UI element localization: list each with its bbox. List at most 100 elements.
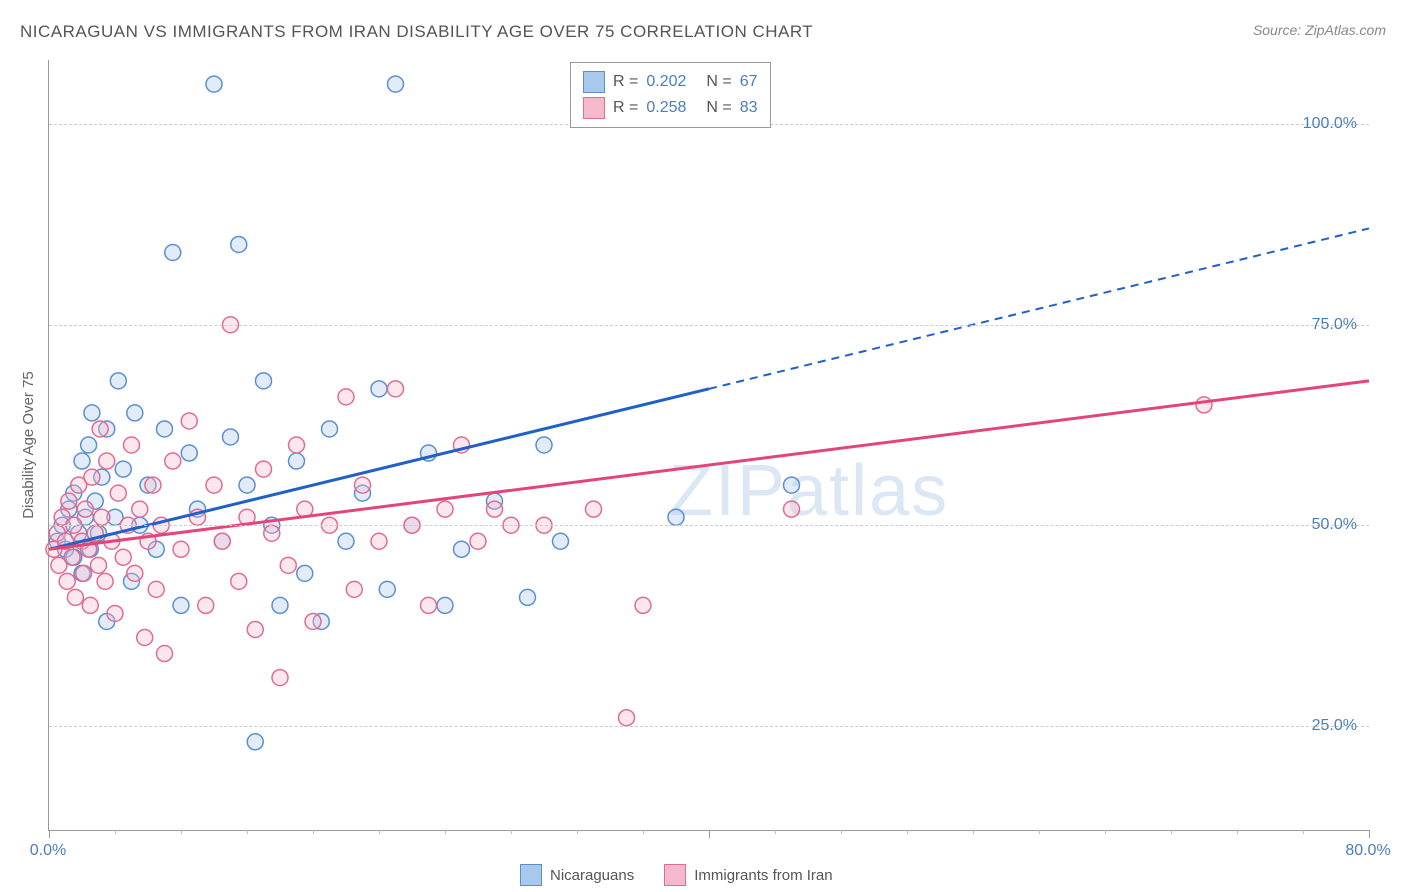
scatter-point <box>388 76 404 92</box>
legend-r-label: R = <box>613 99 638 117</box>
scatter-point <box>289 453 305 469</box>
scatter-point <box>157 646 173 662</box>
legend-r-value: 0.258 <box>646 99 686 117</box>
scatter-point <box>173 541 189 557</box>
scatter-point <box>487 501 503 517</box>
scatter-point <box>81 437 97 453</box>
legend-swatch-icon <box>583 97 605 119</box>
scatter-point <box>371 381 387 397</box>
scatter-point <box>272 597 288 613</box>
legend-r-label: R = <box>613 73 638 91</box>
scatter-point <box>110 373 126 389</box>
scatter-point <box>784 501 800 517</box>
scatter-point <box>137 630 153 646</box>
scatter-point <box>206 76 222 92</box>
scatter-point <box>520 589 536 605</box>
scatter-point <box>148 581 164 597</box>
legend-n-value: 67 <box>740 73 758 91</box>
scatter-point <box>127 405 143 421</box>
scatter-point <box>231 573 247 589</box>
scatter-point <box>61 493 77 509</box>
legend-label: Nicaraguans <box>550 867 634 884</box>
scatter-point <box>454 541 470 557</box>
scatter-point <box>247 734 263 750</box>
scatter-point <box>76 565 92 581</box>
y-axis-label: Disability Age Over 75 <box>20 371 37 519</box>
scatter-point <box>338 389 354 405</box>
scatter-point <box>586 501 602 517</box>
scatter-point <box>379 581 395 597</box>
legend-top: R = 0.202 N = 67 R = 0.258 N = 83 <box>570 62 771 128</box>
scatter-point <box>206 477 222 493</box>
y-tick-label: 75.0% <box>1312 316 1357 334</box>
scatter-point <box>256 461 272 477</box>
scatter-point <box>84 469 100 485</box>
scatter-point <box>59 573 75 589</box>
scatter-point <box>239 477 255 493</box>
scatter-point <box>297 565 313 581</box>
scatter-point <box>247 621 263 637</box>
scatter-point <box>115 461 131 477</box>
legend-n-label: N = <box>706 99 731 117</box>
legend-swatch-icon <box>520 864 542 886</box>
trend-line <box>49 381 1369 549</box>
scatter-point <box>264 525 280 541</box>
legend-bottom-item: Immigrants from Iran <box>664 864 832 886</box>
scatter-point <box>346 581 362 597</box>
legend-r-value: 0.202 <box>646 73 686 91</box>
scatter-point <box>165 245 181 261</box>
scatter-point <box>173 597 189 613</box>
scatter-point <box>181 445 197 461</box>
scatter-point <box>437 501 453 517</box>
legend-bottom-item: Nicaraguans <box>520 864 634 886</box>
scatter-point <box>74 453 90 469</box>
scatter-point <box>92 421 108 437</box>
legend-top-row: R = 0.202 N = 67 <box>583 69 758 95</box>
trend-line-dashed <box>709 228 1369 388</box>
scatter-point <box>223 429 239 445</box>
scatter-point <box>157 421 173 437</box>
scatter-point <box>84 405 100 421</box>
scatter-point <box>91 557 107 573</box>
legend-swatch-icon <box>583 71 605 93</box>
source-label: Source: ZipAtlas.com <box>1253 22 1386 38</box>
scatter-point <box>165 453 181 469</box>
scatter-point <box>99 453 115 469</box>
scatter-point <box>421 597 437 613</box>
scatter-point <box>553 533 569 549</box>
legend-swatch-icon <box>664 864 686 886</box>
scatter-point <box>619 710 635 726</box>
legend-top-row: R = 0.258 N = 83 <box>583 95 758 121</box>
scatter-point <box>437 597 453 613</box>
scatter-point <box>784 477 800 493</box>
scatter-point <box>470 533 486 549</box>
scatter-point <box>132 501 148 517</box>
scatter-point <box>280 557 296 573</box>
scatter-point <box>536 437 552 453</box>
scatter-point <box>355 477 371 493</box>
scatter-point <box>256 373 272 389</box>
legend-n-label: N = <box>706 73 731 91</box>
scatter-point <box>181 413 197 429</box>
chart-plot-area: ZIPatlas 25.0%50.0%75.0%100.0% <box>48 60 1369 831</box>
scatter-point <box>67 589 83 605</box>
legend-label: Immigrants from Iran <box>694 867 832 884</box>
scatter-point <box>198 597 214 613</box>
y-tick-label: 50.0% <box>1312 516 1357 534</box>
scatter-point <box>272 670 288 686</box>
scatter-point <box>338 533 354 549</box>
scatter-point <box>82 597 98 613</box>
scatter-plot-svg <box>49 60 1369 830</box>
x-tick-label: 0.0% <box>30 842 66 860</box>
scatter-point <box>107 605 123 621</box>
scatter-point <box>94 509 110 525</box>
scatter-point <box>371 533 387 549</box>
scatter-point <box>289 437 305 453</box>
scatter-point <box>322 421 338 437</box>
chart-title: NICARAGUAN VS IMMIGRANTS FROM IRAN DISAB… <box>20 22 813 42</box>
scatter-point <box>305 613 321 629</box>
scatter-point <box>231 236 247 252</box>
scatter-point <box>110 485 126 501</box>
scatter-point <box>388 381 404 397</box>
scatter-point <box>64 549 80 565</box>
